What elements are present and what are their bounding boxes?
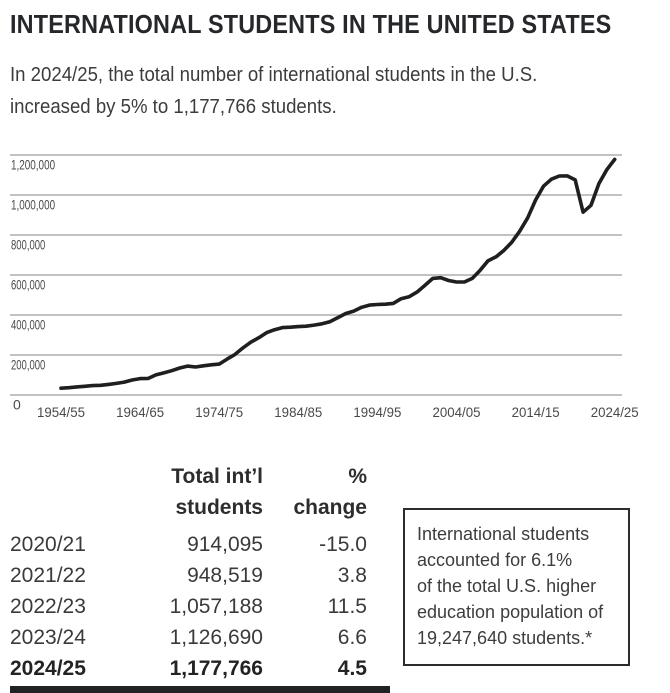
- y-axis-tick-label: 800,000: [11, 237, 45, 253]
- change-cell: -15.0: [319, 533, 367, 556]
- x-axis-tick-label: 1964/65: [116, 404, 164, 420]
- change-cell: 4.5: [337, 657, 367, 680]
- col-header-percent-change: % change: [293, 465, 367, 519]
- table-bottom-rule: [10, 686, 390, 693]
- note-box: International students accounted for 6.1…: [403, 508, 630, 666]
- page-title: INTERNATIONAL STUDENTS IN THE UNITED STA…: [10, 9, 612, 39]
- table-row: 2023/24 1,126,690 6.6: [10, 622, 367, 653]
- col-header-year: [10, 461, 97, 523]
- change-cell: 11.5: [327, 595, 367, 618]
- x-axis-tick-label: 1984/85: [274, 404, 322, 420]
- change-cell: 3.8: [337, 564, 367, 587]
- table-row: 2022/23 1,057,188 11.5: [10, 591, 367, 622]
- x-axis-tick-label: 1974/75: [195, 404, 243, 420]
- note-text: International students accounted for 6.1…: [417, 524, 604, 648]
- x-axis-tick-label: 2014/15: [512, 404, 560, 420]
- table-row-current-year: 2024/25 1,177,766 4.5: [10, 653, 367, 684]
- x-axis-tick-label: 2004/05: [433, 404, 481, 420]
- year-cell: 2020/21: [10, 533, 86, 556]
- change-cell: 6.6: [337, 626, 367, 649]
- y-axis-tick-label: 1,000,000: [11, 197, 55, 213]
- y-axis-tick-label: 200,000: [11, 357, 45, 373]
- year-cell: 2023/24: [10, 626, 86, 649]
- students-line-chart: 0 200,000 400,000 600,000 800,000 1,000,000 1,…: [10, 154, 639, 420]
- students-cell: 1,126,690: [169, 626, 263, 649]
- recent-years-table: Total int’l students % change 2020/21 91…: [10, 461, 367, 684]
- y-axis-tick-label: 0: [13, 397, 21, 413]
- page-subtitle: In 2024/25, the total number of internat…: [10, 64, 538, 118]
- table-row: 2020/21 914,095 -15.0: [10, 529, 367, 560]
- year-cell: 2022/23: [10, 595, 86, 618]
- table-header-row: Total int’l students % change: [10, 461, 367, 523]
- year-cell: 2024/25: [10, 657, 86, 680]
- students-cell: 1,177,766: [169, 657, 263, 680]
- x-axis-tick-label: 1954/55: [37, 404, 85, 420]
- y-axis-tick-label: 600,000: [11, 277, 45, 293]
- col-header-total-students: Total int’l students: [171, 465, 263, 519]
- students-cell: 1,057,188: [169, 595, 263, 618]
- year-cell: 2021/22: [10, 564, 86, 587]
- students-cell: 914,095: [187, 533, 263, 556]
- students-cell: 948,519: [187, 564, 263, 587]
- table-row: 2021/22 948,519 3.8: [10, 560, 367, 591]
- x-axis-tick-label: 2024/25: [591, 404, 639, 420]
- y-axis-tick-label: 400,000: [11, 317, 45, 333]
- total-students-line: [59, 157, 617, 390]
- y-axis-tick-label: 1,200,000: [11, 157, 55, 173]
- x-axis-tick-label: 1994/95: [353, 404, 401, 420]
